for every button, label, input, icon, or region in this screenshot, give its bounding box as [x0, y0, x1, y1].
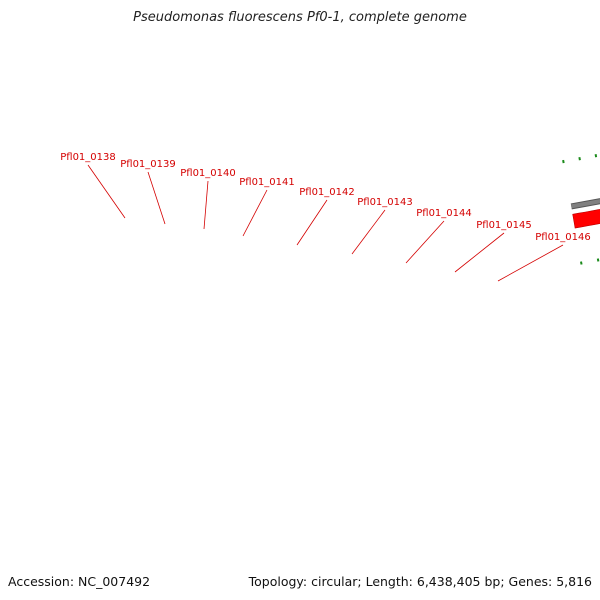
backbone-edge — [570, 198, 600, 210]
gene-labels: Pfl01_0138 Pfl01_0139 Pfl01_0140Pfl01_0141… — [60, 152, 591, 243]
gene-arrow-upper — [572, 209, 600, 229]
gene-label: Pfl01_0145 — [476, 220, 532, 231]
kbp-tick — [562, 159, 565, 164]
gene-label: Pfl01_0146 — [535, 232, 591, 243]
accession-text: Accession: NC_007492 — [8, 574, 151, 589]
gene-label: Pfl01_0139 — [120, 159, 176, 170]
gene-label: Pfl01_0141 — [239, 177, 295, 188]
upper-tick-row — [580, 258, 600, 265]
label-leader-lines — [87, 164, 564, 282]
kbp-tick — [578, 157, 581, 161]
gene-label: Pfl01_0142 — [299, 187, 355, 198]
label-leader — [497, 244, 564, 282]
gene-label: Pfl01_0143 — [357, 197, 413, 208]
label-leader — [242, 189, 268, 237]
upper-tick — [580, 261, 583, 265]
map-title: Pseudomonas fluorescens Pf0-1, complete … — [133, 10, 467, 25]
genome-stats-text: Topology: circular; Length: 6,438,405 bp… — [248, 574, 592, 589]
kbp-tick — [594, 154, 598, 158]
label-leader — [203, 180, 209, 230]
label-leader — [405, 220, 445, 264]
label-leader — [296, 199, 328, 246]
label-leader — [147, 171, 166, 225]
gene-features — [572, 209, 600, 229]
label-leader — [87, 164, 126, 219]
label-leader — [454, 232, 505, 273]
gene-label: Pfl01_0138 — [60, 152, 116, 163]
kbp-tick-row — [562, 154, 598, 164]
upper-tick — [596, 258, 600, 262]
backbone-line — [570, 199, 600, 209]
gene-label: Pfl01_0144 — [416, 208, 472, 219]
genome-backbone — [570, 198, 600, 210]
gene-label: Pfl01_0140 — [180, 168, 236, 179]
label-leader — [351, 209, 386, 255]
